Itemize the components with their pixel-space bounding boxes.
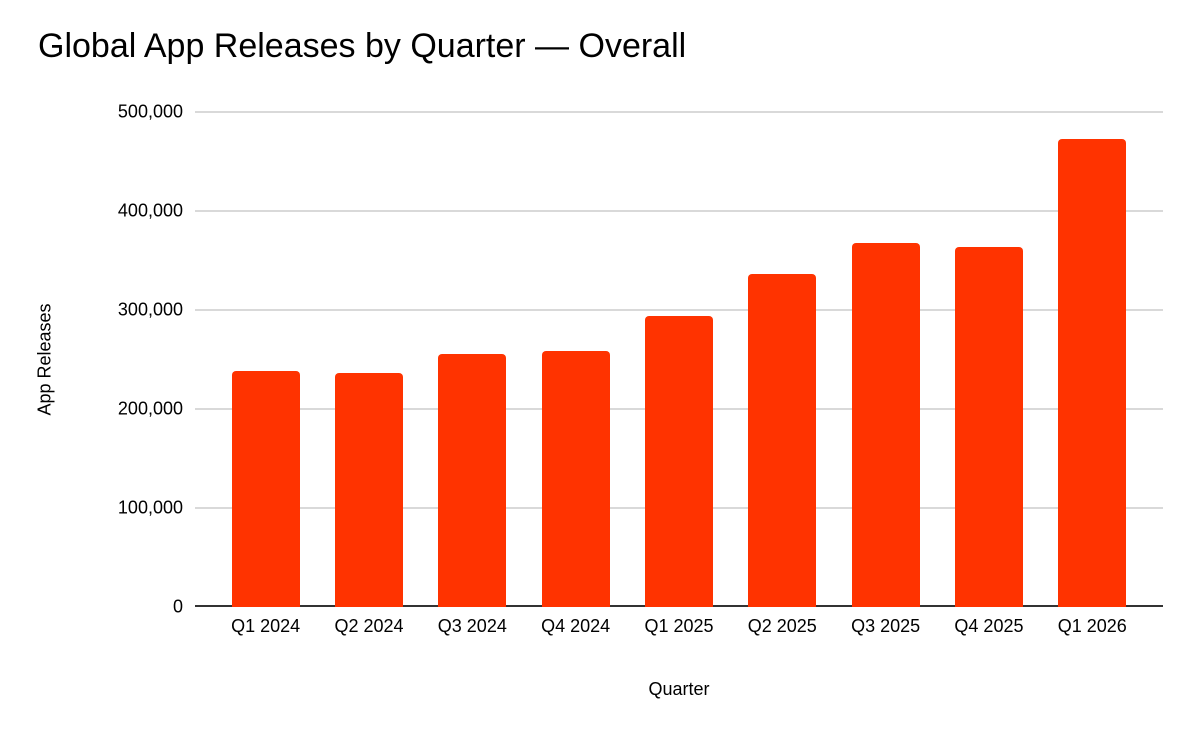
plot-area	[195, 111, 1163, 607]
y-gridline	[195, 309, 1163, 311]
y-tick-label: 200,000	[117, 398, 183, 419]
x-tick-label: Q3 2024	[437, 616, 507, 636]
x-tick-label: Q1 2026	[1057, 616, 1127, 636]
y-tick-label: 0	[172, 596, 183, 617]
bar-slot	[214, 112, 317, 607]
x-tick-label: Q1 2024	[231, 616, 301, 636]
x-tick-label: Q4 2025	[954, 616, 1024, 636]
x-tick-label: Q1 2025	[644, 616, 714, 636]
y-tick-label: 400,000	[117, 200, 183, 221]
x-tick-label: Q3 2025	[851, 616, 921, 636]
x-tick-label: Q4 2024	[541, 616, 611, 636]
bar-slot	[834, 112, 937, 607]
y-tick-label: 500,000	[117, 101, 183, 122]
bar-slot	[317, 112, 420, 607]
bar-q1-2025[interactable]	[644, 315, 713, 607]
bar-slot	[421, 112, 524, 607]
bar-slot	[524, 112, 627, 607]
bar-q4-2025[interactable]	[954, 246, 1023, 607]
x-axis-title: Quarter	[648, 679, 710, 699]
bar-slot	[731, 112, 834, 607]
bar-q3-2025[interactable]	[851, 242, 920, 607]
bar-slot	[937, 112, 1040, 607]
bar-q4-2024[interactable]	[541, 350, 610, 607]
bar-slot	[1041, 112, 1144, 607]
chart-title: Global App Releases by Quarter — Overall	[38, 27, 687, 65]
y-gridline	[195, 210, 1163, 212]
y-tick-label: 300,000	[117, 299, 183, 320]
bar-q1-2026[interactable]	[1058, 138, 1127, 607]
y-tick-labels: 0 100,000 200,000 300,000 400,000 500,000	[0, 102, 183, 617]
x-tick-label: Q2 2024	[334, 616, 404, 636]
bars-container	[195, 112, 1163, 607]
bar-q3-2024[interactable]	[438, 353, 507, 607]
bar-q1-2024[interactable]	[231, 371, 300, 607]
x-tick-labels: Q1 2024 Q2 2024 Q3 2024 Q4 2024 Q1 2025 Q2 20…	[195, 616, 1163, 637]
x-tick-label: Q2 2025	[747, 616, 817, 636]
bar-slot	[627, 112, 730, 607]
y-tick-label: 100,000	[117, 497, 183, 518]
bar-q2-2024[interactable]	[334, 373, 403, 607]
bar-q2-2025[interactable]	[748, 274, 817, 607]
y-gridline	[195, 111, 1163, 113]
